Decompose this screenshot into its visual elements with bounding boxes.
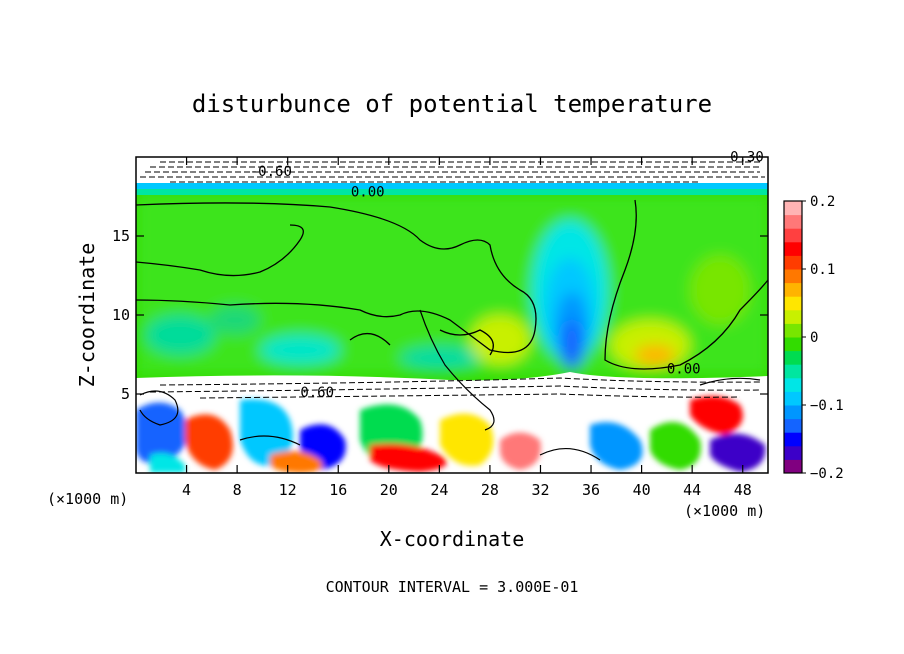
y-tick-label: 5	[121, 385, 130, 403]
x-tick-label: 20	[380, 481, 398, 499]
colorbar-swatch	[784, 241, 802, 256]
x-tick-label: 8	[233, 481, 242, 499]
bottom-layer	[136, 309, 768, 473]
plot-area	[136, 157, 768, 473]
contour-interval-note: CONTOUR INTERVAL = 3.000E-01	[326, 578, 579, 596]
colorbar-swatch	[784, 432, 802, 447]
colorbar-tick-label: 0.2	[810, 194, 835, 210]
contour-label: 0.60	[300, 385, 334, 401]
colorbar-swatch	[784, 228, 802, 243]
y-tick-label: 15	[112, 227, 130, 245]
contour-label: 0.00	[667, 361, 701, 377]
x-tick-label: 44	[683, 481, 701, 499]
x-tick-label: 48	[734, 481, 752, 499]
colorbar-swatch	[784, 377, 802, 392]
colorbar-swatch	[784, 364, 802, 379]
colorbar-swatch	[784, 255, 802, 270]
colorbar-tick-label: 0.1	[810, 262, 835, 278]
x-tick-label: 40	[633, 481, 651, 499]
x-tick-label: 4	[182, 481, 191, 499]
x-left-unit: (×1000 m)	[47, 490, 128, 508]
colorbar-swatch	[784, 323, 802, 338]
colorbar-swatch	[784, 269, 802, 284]
top-band	[136, 157, 768, 195]
x-tick-label: 28	[481, 481, 499, 499]
zero-contours	[136, 199, 768, 370]
y-tick-label: 10	[112, 306, 130, 324]
colorbar-swatch	[784, 296, 802, 311]
x-tick-label: 12	[279, 481, 297, 499]
colorbar-swatch	[784, 445, 802, 460]
colorbar-tick-label: −0.2	[810, 466, 844, 482]
chart-title: disturbunce of potential temperature	[192, 90, 712, 118]
colorbar-swatch	[784, 391, 802, 406]
colorbar-swatch	[784, 418, 802, 433]
colorbar-swatch	[784, 405, 802, 420]
x-tick-label: 36	[582, 481, 600, 499]
colorbar-tick-label: −0.1	[810, 398, 844, 414]
colorbar-swatch	[784, 309, 802, 324]
x-tick-label: 24	[430, 481, 448, 499]
colorbar: 0.2 0.1 0 −0.1 −0.2	[783, 194, 844, 482]
contour-label: 0.00	[351, 185, 385, 201]
colorbar-swatch	[784, 350, 802, 365]
y-axis-title: Z-coordinate	[75, 243, 99, 388]
x-axis: 4 8 12 16 20 24 28 32 36 40 44 48	[182, 157, 752, 499]
contour-label: -0.60	[250, 164, 292, 180]
colorbar-swatch	[784, 337, 802, 352]
colorbar-tick-label: 0	[810, 330, 818, 346]
x-right-unit: (×1000 m)	[684, 502, 765, 520]
colorbar-swatch	[784, 282, 802, 297]
colorbar-swatch	[784, 201, 802, 216]
x-tick-label: 32	[531, 481, 549, 499]
y-axis: 5 10 15	[112, 227, 768, 403]
colorbar-swatch	[784, 459, 802, 474]
x-axis-title: X-coordinate	[380, 527, 525, 551]
x-tick-label: 16	[329, 481, 347, 499]
colorbar-swatch	[784, 214, 802, 229]
field-shading	[136, 195, 768, 375]
